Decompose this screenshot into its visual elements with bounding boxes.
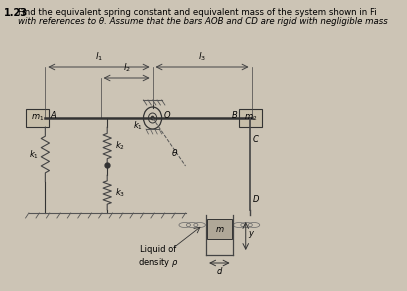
Text: $l_1$: $l_1$ <box>95 51 103 63</box>
Text: $m_2$: $m_2$ <box>244 113 257 123</box>
Text: Liquid of
density $\rho$: Liquid of density $\rho$ <box>138 245 179 269</box>
Text: O: O <box>163 111 170 120</box>
Text: $d$: $d$ <box>216 265 223 276</box>
Text: A: A <box>50 111 56 120</box>
Text: D: D <box>252 195 259 204</box>
Text: C: C <box>252 136 258 145</box>
Text: $m_1$: $m_1$ <box>31 113 45 123</box>
Bar <box>239 109 262 127</box>
Text: $k_1$: $k_1$ <box>29 148 39 161</box>
Text: 1.23: 1.23 <box>4 8 28 18</box>
Text: $k_1$: $k_1$ <box>133 120 143 132</box>
Text: $k_3$: $k_3$ <box>115 186 125 199</box>
Text: B: B <box>232 111 238 120</box>
Text: $l_3$: $l_3$ <box>198 51 206 63</box>
Text: $k_2$: $k_2$ <box>115 140 125 152</box>
Text: with references to θ. Assume that the bars AOB and CD are rigid with negligible : with references to θ. Assume that the ba… <box>18 17 388 26</box>
Text: $\theta$: $\theta$ <box>171 148 178 159</box>
Text: $l_2$: $l_2$ <box>123 61 131 74</box>
Bar <box>26 109 50 127</box>
Circle shape <box>151 116 154 120</box>
Text: Find the equivalent spring constant and equivalent mass of the system shown in F: Find the equivalent spring constant and … <box>18 8 377 17</box>
Bar <box>207 219 232 239</box>
Text: $m$: $m$ <box>214 224 224 233</box>
Text: $y$: $y$ <box>248 230 256 240</box>
